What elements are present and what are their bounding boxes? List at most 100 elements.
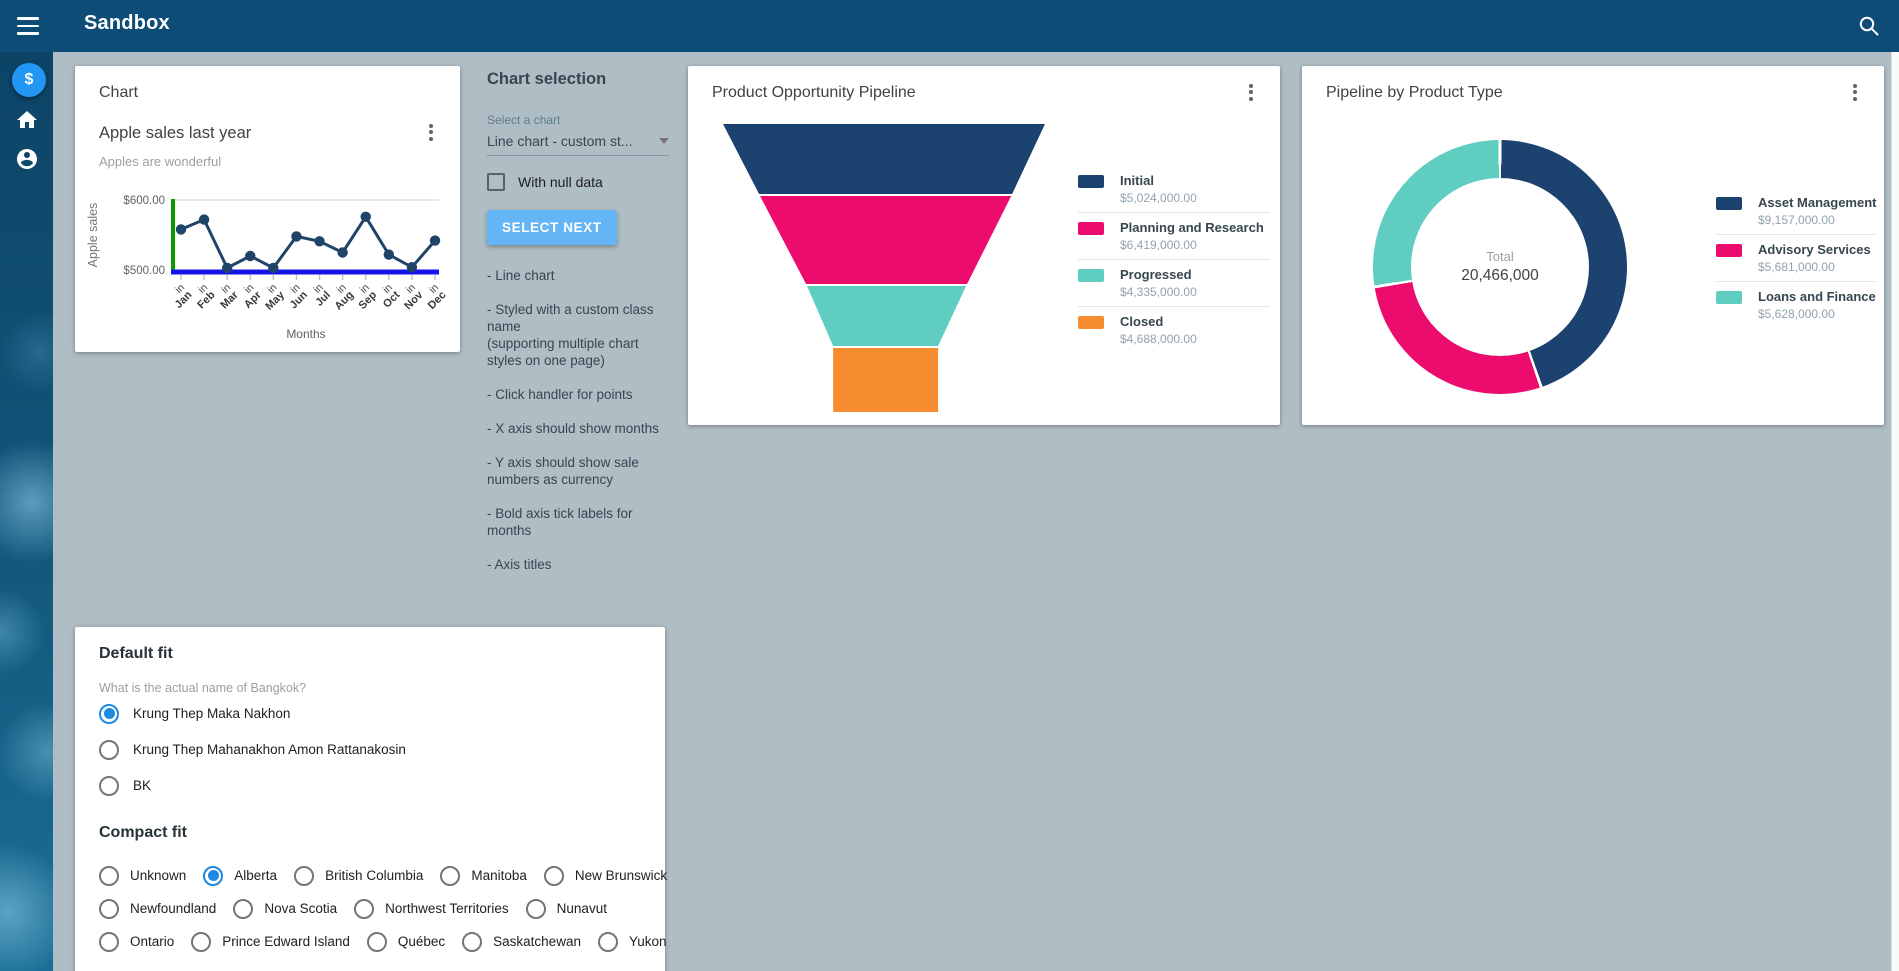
province-radio[interactable] <box>440 865 461 886</box>
province-radio[interactable] <box>233 898 254 919</box>
chart-more-options-icon[interactable] <box>422 122 440 142</box>
chart-note-item: - Click handler for points <box>487 387 633 402</box>
chart-title: Apple sales last year <box>99 124 252 142</box>
menu-icon[interactable] <box>17 17 39 35</box>
province-radio[interactable] <box>462 931 483 952</box>
chart-select-dropdown[interactable]: Line chart - custom st... <box>487 133 669 156</box>
sidebar: $ <box>0 52 53 971</box>
svg-text:$600.00: $600.00 <box>123 195 165 207</box>
province-row: Newfoundland Nova Scotia Northwest Territo… <box>99 898 649 919</box>
province-option[interactable]: Nunavut <box>525 898 607 919</box>
donut-card: Pipeline by Product Type Total 20,466,00… <box>1302 66 1884 425</box>
province-radio[interactable] <box>543 865 564 886</box>
legend-item: Progressed $4,335,000.00 <box>1078 259 1270 306</box>
province-option[interactable]: Ontario <box>99 931 174 952</box>
funnel-segment-initial[interactable] <box>723 124 1045 194</box>
with-null-data-checkbox[interactable] <box>487 173 505 191</box>
legend-label: Advisory Services <box>1758 242 1871 257</box>
donut-total-label: Total <box>1486 249 1514 264</box>
chart-panel-title: Chart <box>99 84 139 101</box>
bangkok-option[interactable]: Krung Thep Mahanakhon Amon Rattanakosin <box>99 739 406 760</box>
province-radio[interactable] <box>366 931 387 952</box>
province-option[interactable]: Unknown <box>99 865 186 886</box>
donut-more-options-icon[interactable] <box>1846 82 1864 102</box>
province-option[interactable]: Newfoundland <box>99 898 216 919</box>
province-option[interactable]: Nova Scotia <box>233 898 337 919</box>
legend-swatch <box>1078 222 1104 235</box>
province-option[interactable]: Yukon <box>597 931 667 952</box>
funnel-legend: Initial $5,024,000.00 Planning and Researc… <box>1078 166 1270 353</box>
svg-text:$500.00: $500.00 <box>123 265 165 277</box>
province-label: Manitoba <box>471 868 527 883</box>
province-option[interactable]: Manitoba <box>440 865 527 886</box>
province-option[interactable]: New Brunswick <box>543 865 668 886</box>
bangkok-option[interactable]: BK <box>99 775 406 796</box>
province-label: Ontario <box>130 934 175 949</box>
home-icon[interactable] <box>15 108 39 132</box>
province-radio[interactable] <box>597 931 618 952</box>
province-radio[interactable] <box>354 898 375 919</box>
province-radio[interactable] <box>99 865 119 886</box>
province-label: New Brunswick <box>574 868 668 883</box>
legend-value: $5,024,000.00 <box>1120 191 1197 205</box>
legend-label: Planning and Research <box>1120 220 1264 235</box>
legend-label: Closed <box>1120 314 1164 329</box>
chart-note-item: - Y axis should show sale numbers as cur… <box>487 455 639 487</box>
funnel-card: Product Opportunity Pipeline Initial $5,0… <box>688 66 1280 425</box>
dollar-icon: $ <box>24 71 34 88</box>
chart-subtitle: Apples are wonderful <box>99 154 222 169</box>
donut-chart[interactable]: Total 20,466,000 <box>1373 140 1627 394</box>
bangkok-radio-selected[interactable] <box>99 703 119 724</box>
with-null-data-label: With null data <box>518 174 603 190</box>
funnel-more-options-icon[interactable] <box>1242 82 1260 102</box>
province-radio[interactable] <box>191 931 212 952</box>
province-option[interactable]: Prince Edward Island <box>191 931 350 952</box>
province-row: Ontario Prince Edward Island Québec Saskatc… <box>99 931 667 952</box>
legend-value: $4,688,000.00 <box>1120 332 1197 346</box>
account-icon[interactable] <box>15 147 39 171</box>
province-radio[interactable] <box>99 898 119 919</box>
funnel-card-title: Product Opportunity Pipeline <box>712 84 916 101</box>
province-radio-selected[interactable] <box>203 865 224 886</box>
province-radio[interactable] <box>99 931 119 952</box>
bangkok-radio[interactable] <box>99 775 119 796</box>
legend-item: Initial $5,024,000.00 <box>1078 166 1270 212</box>
default-fit-card: Default fit What is the actual name of B… <box>75 627 667 971</box>
bangkok-option[interactable]: Krung Thep Maka Nakhon <box>99 703 406 724</box>
province-radio[interactable] <box>525 898 546 919</box>
search-icon[interactable] <box>1857 14 1881 38</box>
chart-note-item: - Axis titles <box>487 557 552 572</box>
funnel-segment-closed[interactable] <box>833 348 939 412</box>
donut-total-value: 20,466,000 <box>1461 267 1539 284</box>
svg-text:Months: Months <box>286 327 325 341</box>
default-fit-title: Default fit <box>99 645 173 662</box>
svg-text:inJan: inJan <box>165 281 195 311</box>
svg-text:inOct: inOct <box>373 281 402 310</box>
vertical-scrollbar[interactable] <box>1891 52 1899 971</box>
chart-note-item: - Bold axis tick labels for months <box>487 506 633 538</box>
funnel-segment-planning-and-research[interactable] <box>760 196 1012 284</box>
legend-value: $5,681,000.00 <box>1758 260 1835 274</box>
legend-swatch <box>1078 269 1104 282</box>
province-option[interactable]: Saskatchewan <box>462 931 581 952</box>
funnel-segment-progressed[interactable] <box>807 286 967 346</box>
app-title: Sandbox <box>84 12 170 34</box>
province-option[interactable]: Alberta <box>203 865 277 886</box>
legend-label: Asset Management <box>1758 195 1877 210</box>
province-option[interactable]: Québec <box>366 931 445 952</box>
dollar-fab[interactable]: $ <box>12 63 46 97</box>
province-radio-group: Unknown Alberta British Columbia Manitoba Ne… <box>99 865 667 964</box>
province-label: Northwest Territories <box>385 901 509 916</box>
funnel-chart[interactable] <box>723 124 1045 414</box>
province-radio[interactable] <box>294 865 315 886</box>
bangkok-radio[interactable] <box>99 739 119 760</box>
province-label: Yukon <box>628 934 667 949</box>
province-option[interactable]: Northwest Territories <box>354 898 509 919</box>
province-option[interactable]: British Columbia <box>294 865 423 886</box>
select-next-button[interactable]: SELECT NEXT <box>487 210 617 245</box>
chart-selection-panel: Chart selection Select a chart Line char… <box>487 70 669 590</box>
legend-item: Advisory Services $5,681,000.00 <box>1716 234 1876 281</box>
svg-text:inJul: inJul <box>306 282 333 309</box>
legend-swatch <box>1716 291 1742 304</box>
